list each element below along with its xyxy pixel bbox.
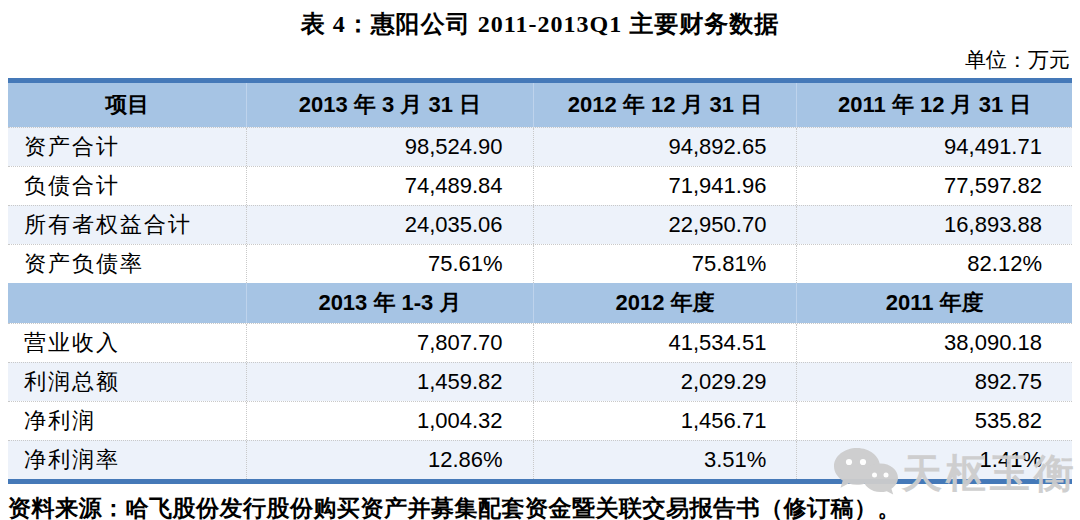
value-cell: 74,489.84 — [246, 167, 532, 205]
value-cell: 892.75 — [796, 363, 1072, 401]
table-row: 负债合计74,489.8471,941.9677,597.82 — [8, 166, 1072, 205]
value-cell: 94,892.65 — [533, 128, 797, 166]
value-cell: 75.81% — [533, 245, 797, 283]
value-cell: 16,893.88 — [796, 206, 1072, 244]
value-cell: 1.41% — [796, 441, 1072, 479]
value-cell: 38,090.18 — [796, 324, 1072, 362]
value-cell: 77,597.82 — [796, 167, 1072, 205]
header-cell-period: 2013 年 3 月 31 日 — [246, 83, 532, 127]
header-cell-item: 项目 — [8, 83, 246, 127]
header-cell-period: 2011 年度 — [796, 283, 1072, 323]
table-row: 净利润率12.86%3.51%1.41% — [8, 440, 1072, 479]
value-cell: 12.86% — [246, 441, 532, 479]
row-label-cell: 利润总额 — [8, 363, 246, 401]
table-title: 表 4：惠阳公司 2011-2013Q1 主要财务数据 — [0, 0, 1080, 40]
row-label-cell: 营业收入 — [8, 324, 246, 362]
table-row: 所有者权益合计24,035.0622,950.7016,893.88 — [8, 205, 1072, 244]
row-label-cell: 净利润率 — [8, 441, 246, 479]
header-row: 项目2013 年 3 月 31 日2012 年 12 月 31 日2011 年 … — [8, 83, 1072, 127]
financial-table: 项目2013 年 3 月 31 日2012 年 12 月 31 日2011 年 … — [8, 78, 1072, 484]
header-cell-period: 2012 年 12 月 31 日 — [533, 83, 797, 127]
row-label-cell: 所有者权益合计 — [8, 206, 246, 244]
value-cell: 71,941.96 — [533, 167, 797, 205]
value-cell: 3.51% — [533, 441, 797, 479]
value-cell: 22,950.70 — [533, 206, 797, 244]
header-cell-period: 2012 年度 — [533, 283, 797, 323]
unit-label: 单位：万元 — [0, 40, 1080, 78]
value-cell: 1,459.82 — [246, 363, 532, 401]
value-cell: 1,456.71 — [533, 402, 797, 440]
value-cell: 1,004.32 — [246, 402, 532, 440]
table-row: 净利润1,004.321,456.71535.82 — [8, 401, 1072, 440]
value-cell: 7,807.70 — [246, 324, 532, 362]
header-cell-item — [8, 283, 246, 323]
source-note: 资料来源：哈飞股份发行股份购买资产并募集配套资金暨关联交易报告书（修订稿）。 — [8, 493, 1072, 520]
page: 表 4：惠阳公司 2011-2013Q1 主要财务数据 单位：万元 项目2013… — [0, 0, 1080, 520]
value-cell: 41,534.51 — [533, 324, 797, 362]
table-row: 资产负债率75.61%75.81%82.12% — [8, 244, 1072, 283]
row-label-cell: 资产合计 — [8, 128, 246, 166]
value-cell: 535.82 — [796, 402, 1072, 440]
value-cell: 94,491.71 — [796, 128, 1072, 166]
row-label-cell: 资产负债率 — [8, 245, 246, 283]
table-row: 利润总额1,459.822,029.29892.75 — [8, 362, 1072, 401]
value-cell: 24,035.06 — [246, 206, 532, 244]
row-label-cell: 净利润 — [8, 402, 246, 440]
value-cell: 2,029.29 — [533, 363, 797, 401]
header-row: 2013 年 1-3 月2012 年度2011 年度 — [8, 283, 1072, 323]
header-cell-period: 2011 年 12 月 31 日 — [796, 83, 1072, 127]
value-cell: 98,524.90 — [246, 128, 532, 166]
header-cell-period: 2013 年 1-3 月 — [246, 283, 532, 323]
value-cell: 75.61% — [246, 245, 532, 283]
table-row: 资产合计98,524.9094,892.6594,491.71 — [8, 127, 1072, 166]
table-row: 营业收入7,807.7041,534.5138,090.18 — [8, 323, 1072, 362]
row-label-cell: 负债合计 — [8, 167, 246, 205]
value-cell: 82.12% — [796, 245, 1072, 283]
